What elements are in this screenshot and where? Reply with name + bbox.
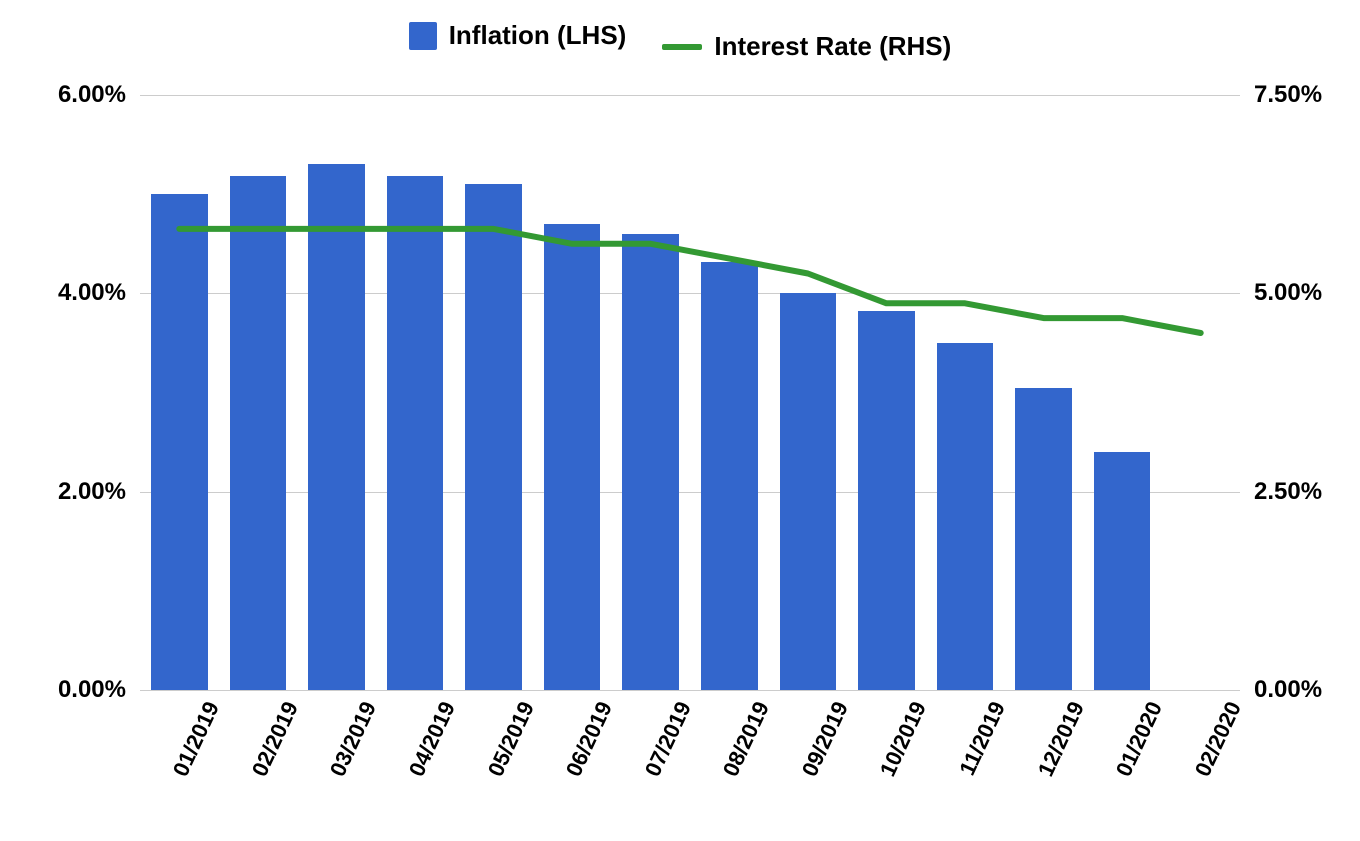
x-axis-label: 04/2019 — [387, 690, 460, 781]
x-axis-label: 01/2019 — [152, 690, 225, 781]
y-axis-left-label: 2.00% — [58, 478, 140, 506]
legend-swatch-line — [662, 44, 702, 50]
y-axis-right-label: 2.50% — [1240, 478, 1322, 506]
chart-container: Inflation (LHS) Interest Rate (RHS) 0.00%… — [0, 0, 1360, 841]
x-axis-label: 08/2019 — [702, 690, 775, 781]
x-axis-label: 12/2019 — [1016, 690, 1089, 781]
x-axis-label: 02/2020 — [1173, 690, 1246, 781]
line-series — [179, 229, 1200, 333]
legend-item: Interest Rate (RHS) — [662, 31, 951, 62]
x-axis-label: 03/2019 — [309, 690, 382, 781]
y-axis-right-label: 5.00% — [1240, 279, 1322, 307]
legend-swatch-bar — [409, 22, 437, 50]
x-axis-label: 07/2019 — [623, 690, 696, 781]
y-axis-left-label: 0.00% — [58, 676, 140, 704]
x-axis-label: 10/2019 — [859, 690, 932, 781]
x-axis-label: 11/2019 — [938, 690, 1011, 780]
legend-label: Inflation (LHS) — [449, 20, 627, 51]
x-axis-label: 05/2019 — [466, 690, 539, 781]
y-axis-right-label: 0.00% — [1240, 676, 1322, 704]
plot-area: 0.00%0.00%2.00%2.50%4.00%5.00%6.00%7.50%… — [140, 95, 1240, 690]
x-axis-label: 01/2020 — [1095, 690, 1168, 781]
y-axis-left-label: 4.00% — [58, 279, 140, 307]
x-axis-label: 02/2019 — [230, 690, 303, 781]
legend: Inflation (LHS) Interest Rate (RHS) — [0, 20, 1360, 62]
x-axis-label: 09/2019 — [780, 690, 853, 781]
y-axis-right-label: 7.50% — [1240, 81, 1322, 109]
line-layer — [140, 95, 1240, 690]
y-axis-left-label: 6.00% — [58, 81, 140, 109]
legend-label: Interest Rate (RHS) — [714, 31, 951, 62]
legend-item: Inflation (LHS) — [409, 20, 627, 51]
x-axis-label: 06/2019 — [545, 690, 618, 781]
gridline — [140, 690, 1240, 691]
